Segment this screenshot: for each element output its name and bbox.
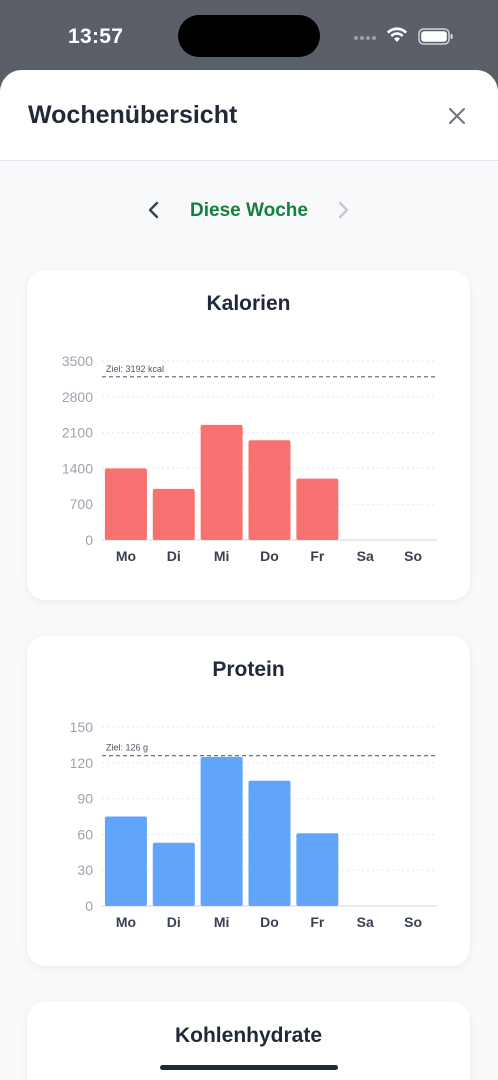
x-tick-label: Mo [116,548,136,564]
calories-chart: 0 700 1400 2100 2800 3500 Mo Di Mi Do Fr Sa So Ziel: … [62,353,437,564]
x-tick-label: Mi [214,914,230,930]
goal-label: Ziel: 126 g [106,743,148,753]
protein-card: Protein 0 30 60 90 120 150 Mo Di Mi Do Fr Sa So Ziel:… [27,636,470,966]
y-tick-label: 150 [70,719,94,735]
close-icon[interactable] [445,104,469,128]
bar [296,478,339,540]
bar [200,424,243,540]
week-navigation: Diese Woche [0,190,498,230]
bar [104,468,147,540]
x-tick-label: Do [260,548,279,564]
y-tick-label: 60 [77,826,93,842]
x-tick-label: Di [167,914,181,930]
sheet-header: Wochenübersicht [0,70,498,161]
wifi-icon [387,27,407,42]
y-tick-label: 1400 [62,460,93,476]
weekly-overview-sheet: Wochenübersicht Diese Woche Kalorien 0 70… [0,70,498,1080]
bar [200,756,243,906]
signal-icon [354,36,378,42]
y-tick-label: 30 [77,862,93,878]
y-tick-label: 90 [77,791,93,807]
x-tick-label: Sa [357,548,374,564]
protein-card-title: Protein [212,658,285,681]
y-tick-label: 3500 [62,353,93,369]
carbs-card-title: Kohlenhydrate [174,1024,323,1047]
bar [104,816,147,906]
bar [296,833,339,906]
x-tick-label: So [404,548,422,564]
y-tick-label: 0 [85,532,93,548]
bar [152,488,195,540]
y-tick-label: 0 [85,898,93,914]
y-tick-label: 120 [70,755,94,771]
x-tick-label: Mo [116,914,136,930]
status-time: 13:57 [68,25,124,48]
home-indicator[interactable] [160,1065,338,1070]
bar [152,842,195,906]
x-tick-label: Fr [310,548,325,564]
week-label: Diese Woche [190,200,308,221]
x-tick-label: Mi [214,548,230,564]
chevron-right-icon[interactable] [331,198,355,222]
x-tick-label: So [404,914,422,930]
bar [248,440,291,540]
battery-icon [418,28,453,45]
y-tick-label: 2800 [62,389,93,405]
y-tick-label: 2100 [62,425,93,441]
protein-chart: 0 30 60 90 120 150 Mo Di Mi Do Fr Sa So Ziel: 126 g [70,719,437,930]
y-tick-label: 700 [70,496,94,512]
x-tick-label: Fr [310,914,325,930]
calories-card-title: Kalorien [206,292,291,315]
dynamic-island [178,15,320,57]
bar [248,780,291,906]
status-bar: 13:57 [0,0,498,70]
x-tick-label: Di [167,548,181,564]
chevron-left-icon[interactable] [142,198,166,222]
x-tick-label: Do [260,914,279,930]
page-title: Wochenübersicht [28,101,238,129]
x-tick-label: Sa [357,914,374,930]
goal-label: Ziel: 3192 kcal [106,364,164,374]
calories-card: Kalorien 0 700 1400 2100 2800 3500 Mo Di Mi Do Fr S… [27,270,470,600]
